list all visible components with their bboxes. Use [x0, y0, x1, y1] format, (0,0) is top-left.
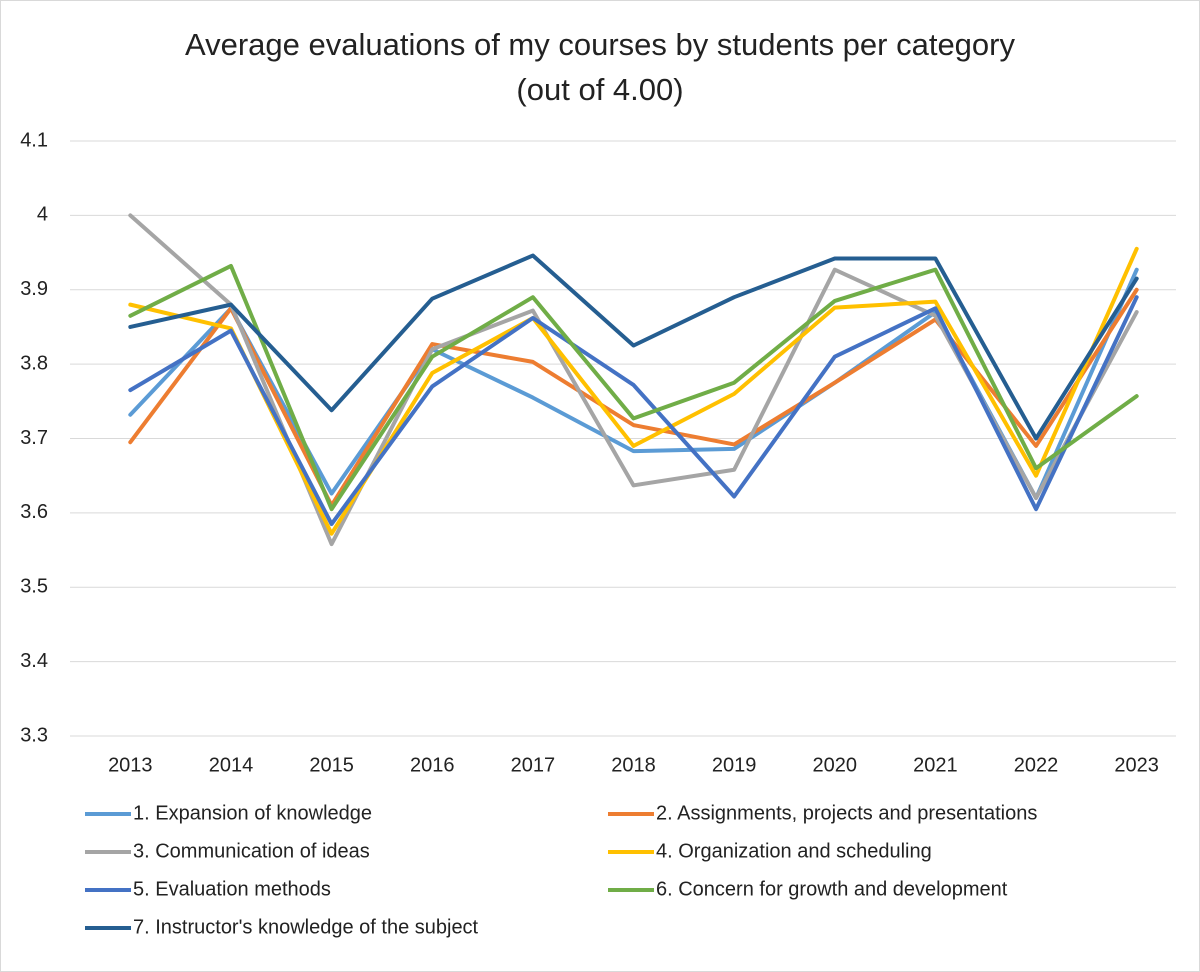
chart-title: Average evaluations of my courses by stu…	[185, 27, 1015, 107]
legend-label: 7. Instructor's knowledge of the subject	[133, 916, 479, 938]
x-tick-label: 2021	[913, 754, 958, 776]
legend-label: 2. Assignments, projects and presentatio…	[656, 802, 1037, 824]
legend-label: 1. Expansion of knowledge	[133, 802, 372, 824]
series-line	[128, 246, 1139, 536]
x-tick-label: 2017	[511, 754, 556, 776]
legend-label: 6. Concern for growth and development	[656, 878, 1008, 900]
y-tick-label: 3.4	[20, 650, 48, 672]
y-tick-label: 3.9	[20, 278, 48, 300]
legend-label: 4. Organization and scheduling	[656, 840, 932, 862]
legend-label: 5. Evaluation methods	[133, 878, 331, 900]
series-line	[128, 295, 1139, 527]
y-tick-label: 3.5	[20, 576, 48, 598]
x-tick-label: 2018	[611, 754, 656, 776]
y-tick-label: 3.7	[20, 427, 48, 449]
x-tick-label: 2020	[813, 754, 858, 776]
x-tick-label: 2023	[1114, 754, 1159, 776]
x-tick-label: 2016	[410, 754, 455, 776]
legend-label: 3. Communication of ideas	[133, 840, 370, 862]
y-tick-label: 3.6	[20, 501, 48, 523]
x-tick-label: 2013	[108, 754, 153, 776]
series-line	[128, 253, 1139, 441]
x-tick-label: 2022	[1014, 754, 1059, 776]
x-tick-label: 2015	[309, 754, 354, 776]
series-line	[128, 263, 1139, 512]
y-tick-label: 3.8	[20, 352, 48, 374]
y-tick-label: 3.3	[20, 724, 48, 746]
y-tick-label: 4	[37, 204, 48, 226]
y-tick-label: 4.1	[20, 129, 48, 151]
x-tick-label: 2014	[209, 754, 254, 776]
x-tick-label: 2019	[712, 754, 757, 776]
